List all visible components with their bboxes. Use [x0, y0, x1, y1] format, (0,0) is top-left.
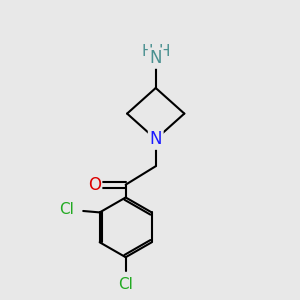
Text: O: O [88, 176, 101, 194]
Text: Cl: Cl [59, 202, 74, 217]
Text: Cl: Cl [118, 277, 133, 292]
Text: H: H [141, 44, 153, 59]
Text: H: H [159, 44, 170, 59]
Text: N: N [149, 49, 162, 67]
Text: N: N [149, 130, 162, 148]
